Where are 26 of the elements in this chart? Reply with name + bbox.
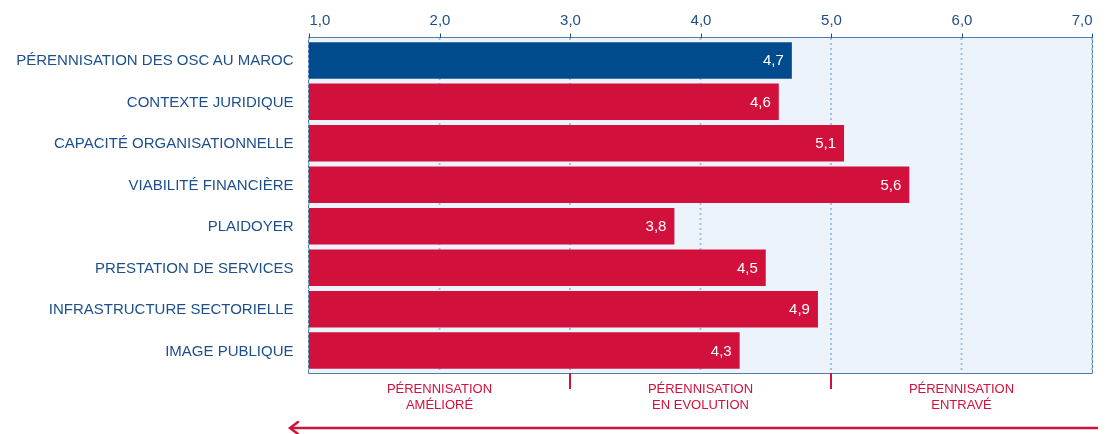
y-tick-label: PÉRENNISATION DES OSC AU MAROC	[16, 51, 294, 69]
x-tick-label: 4,0	[690, 10, 712, 28]
data-label: 4,9	[789, 300, 810, 318]
band-label: PÉRENNISATION EN EVOLUTION	[647, 381, 754, 412]
y-tick-label: PRESTATION DE SERVICES	[95, 258, 294, 276]
y-tick-label: CONTEXTE JURIDIQUE	[126, 92, 294, 110]
data-label: 4,5	[736, 258, 758, 276]
band-label: PÉRENNISATION AMÉLIORÉ	[386, 381, 493, 412]
x-tick-label: 3,0	[560, 10, 581, 28]
y-tick-label: IMAGE PUBLIQUE	[165, 341, 294, 359]
data-label: 5,1	[815, 134, 837, 152]
x-tick-label: 2,0	[429, 10, 451, 28]
data-label: 4,6	[749, 92, 771, 110]
y-tick-label: VIABILITÉ FINANCIÈRE	[128, 175, 294, 193]
x-tick-label: 1,0	[309, 10, 331, 28]
data-label: 4,7	[762, 51, 784, 69]
band-label: PÉRENNISATION ENTRAVÉ	[908, 381, 1015, 412]
x-tick-label: 6,0	[951, 10, 973, 28]
y-tick-label: CAPACITÉ ORGANISATIONNELLE	[54, 134, 294, 152]
data-label: 3,8	[645, 217, 667, 235]
data-label: 5,6	[880, 175, 902, 193]
data-label: 4,3	[710, 341, 732, 359]
x-tick-label: 5,0	[821, 10, 842, 28]
y-tick-label: INFRASTRUCTURE SECTORIELLE	[48, 300, 294, 318]
y-tick-label: PLAIDOYER	[207, 217, 294, 235]
x-tick-label: 7,0	[1071, 10, 1093, 28]
